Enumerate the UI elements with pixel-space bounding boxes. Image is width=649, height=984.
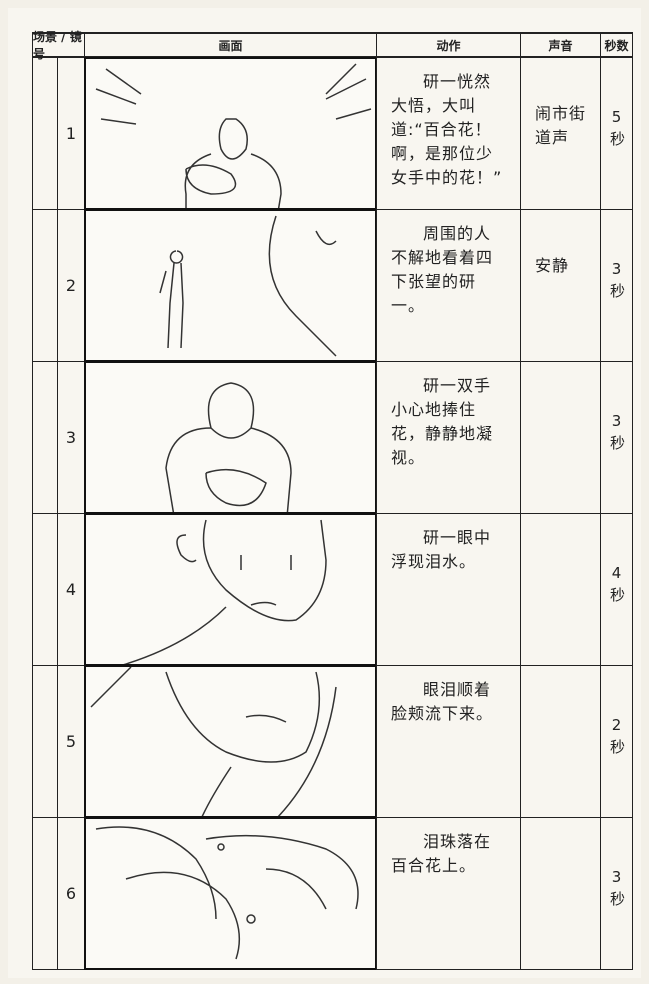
storyboard-frame [84, 513, 377, 666]
scene-cell [32, 817, 58, 970]
shot-number: 6 [57, 817, 85, 970]
sketch [165, 382, 292, 512]
seconds-text: 3秒 [600, 361, 633, 514]
sketch [159, 215, 337, 357]
action-text: 研一双手小心地捧住花，静静地凝视。 [376, 361, 521, 514]
storyboard-frame [84, 57, 377, 210]
header-scene-shot: 场景 / 镜号 [32, 30, 85, 61]
shot-number: 5 [57, 665, 85, 818]
action-text: 眼泪顺着脸颊流下来。 [376, 665, 521, 818]
storyboard-frame [84, 665, 377, 818]
header-seconds: 秒数 [600, 32, 633, 58]
action-text: 研一恍然大悟，大叫道:“百合花！啊，是那位少女手中的花！” [376, 57, 521, 210]
sound-text [520, 361, 601, 514]
seconds-text: 3秒 [600, 209, 633, 362]
sound-text [520, 665, 601, 818]
shot-number: 1 [57, 57, 85, 210]
header-sound: 声音 [520, 32, 601, 58]
storyboard-frame [84, 209, 377, 362]
action-text: 周围的人不解地看着四下张望的研一。 [376, 209, 521, 362]
storyboard-frame [84, 817, 377, 970]
shot-number: 3 [57, 361, 85, 514]
storyboard: 场景 / 镜号 画面 动作 声音 秒数 1 研一恍然大悟，大叫道:“百合花！啊，是… [8, 8, 641, 978]
scene-cell [32, 209, 58, 362]
scene-cell [32, 361, 58, 514]
seconds-text: 5秒 [600, 57, 633, 210]
sketch [95, 826, 359, 960]
sketch [95, 63, 372, 208]
sound-text: 闹市街道声 [520, 57, 601, 210]
sound-text [520, 817, 601, 970]
scene-cell [32, 57, 58, 210]
shot-number: 2 [57, 209, 85, 362]
action-text: 泪珠落在百合花上。 [376, 817, 521, 970]
sketch [90, 667, 337, 816]
scene-cell [32, 513, 58, 666]
sound-text: 安静 [520, 209, 601, 362]
header-action: 动作 [376, 32, 521, 58]
scene-cell [32, 665, 58, 818]
storyboard-frame [84, 361, 377, 514]
action-text: 研一眼中浮现泪水。 [376, 513, 521, 666]
seconds-text: 3秒 [600, 817, 633, 970]
seconds-text: 2秒 [600, 665, 633, 818]
sketch [123, 519, 327, 664]
shot-number: 4 [57, 513, 85, 666]
seconds-text: 4秒 [600, 513, 633, 666]
header-picture: 画面 [84, 32, 377, 58]
sound-text [520, 513, 601, 666]
